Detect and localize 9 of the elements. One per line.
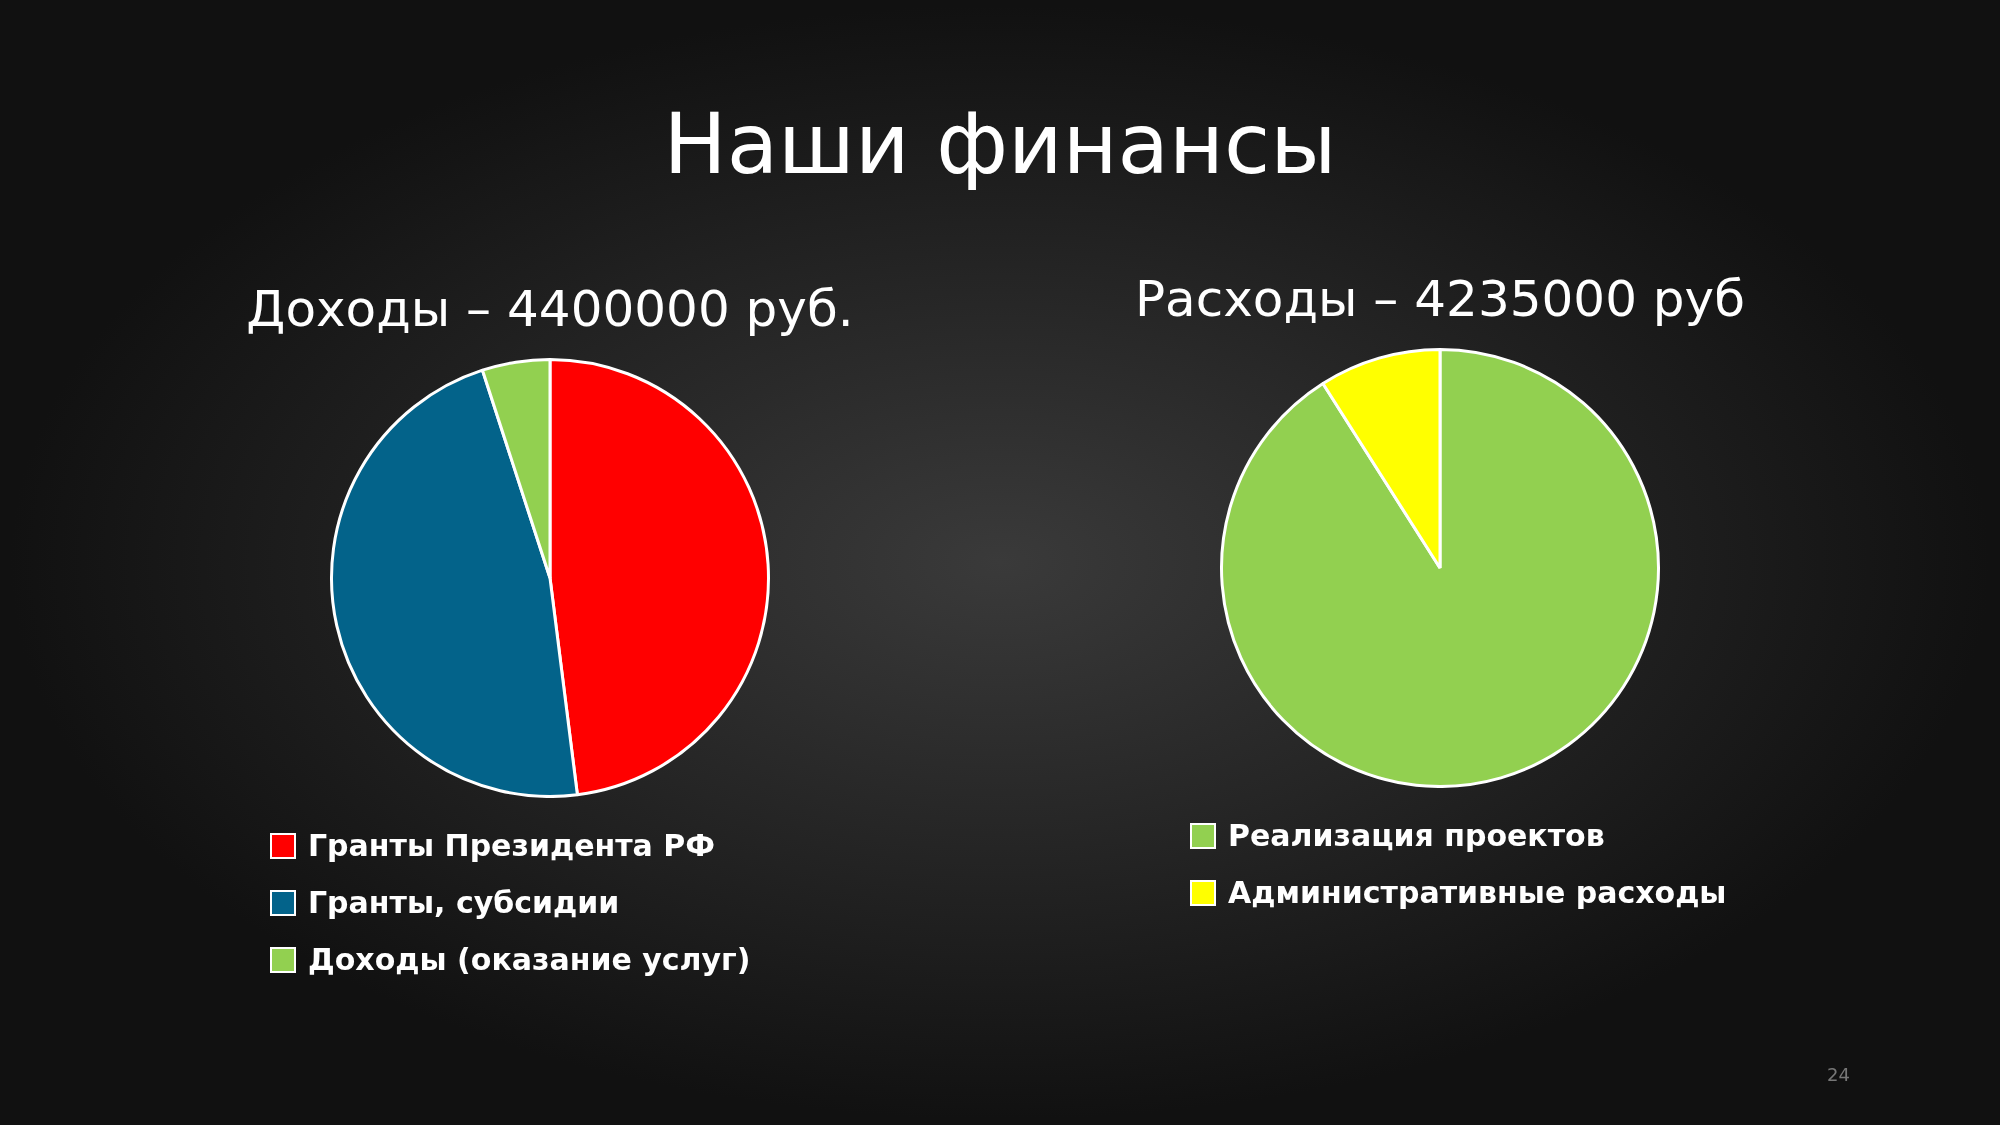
chart-title: Расходы – 4235000 руб <box>1133 270 1746 328</box>
legend-label: Реализация проектов <box>1228 818 1605 853</box>
legend-label: Гранты Президента РФ <box>308 828 716 863</box>
legend-label: Гранты, субсидии <box>308 885 620 920</box>
legend-label: Административные расходы <box>1228 875 1727 910</box>
text: Наши финансы <box>662 95 1338 193</box>
text: 24 <box>1827 1064 1850 1085</box>
legend-label: Доходы (оказание услуг) <box>308 942 751 977</box>
chart-title: Доходы – 4400000 руб. <box>245 280 855 338</box>
